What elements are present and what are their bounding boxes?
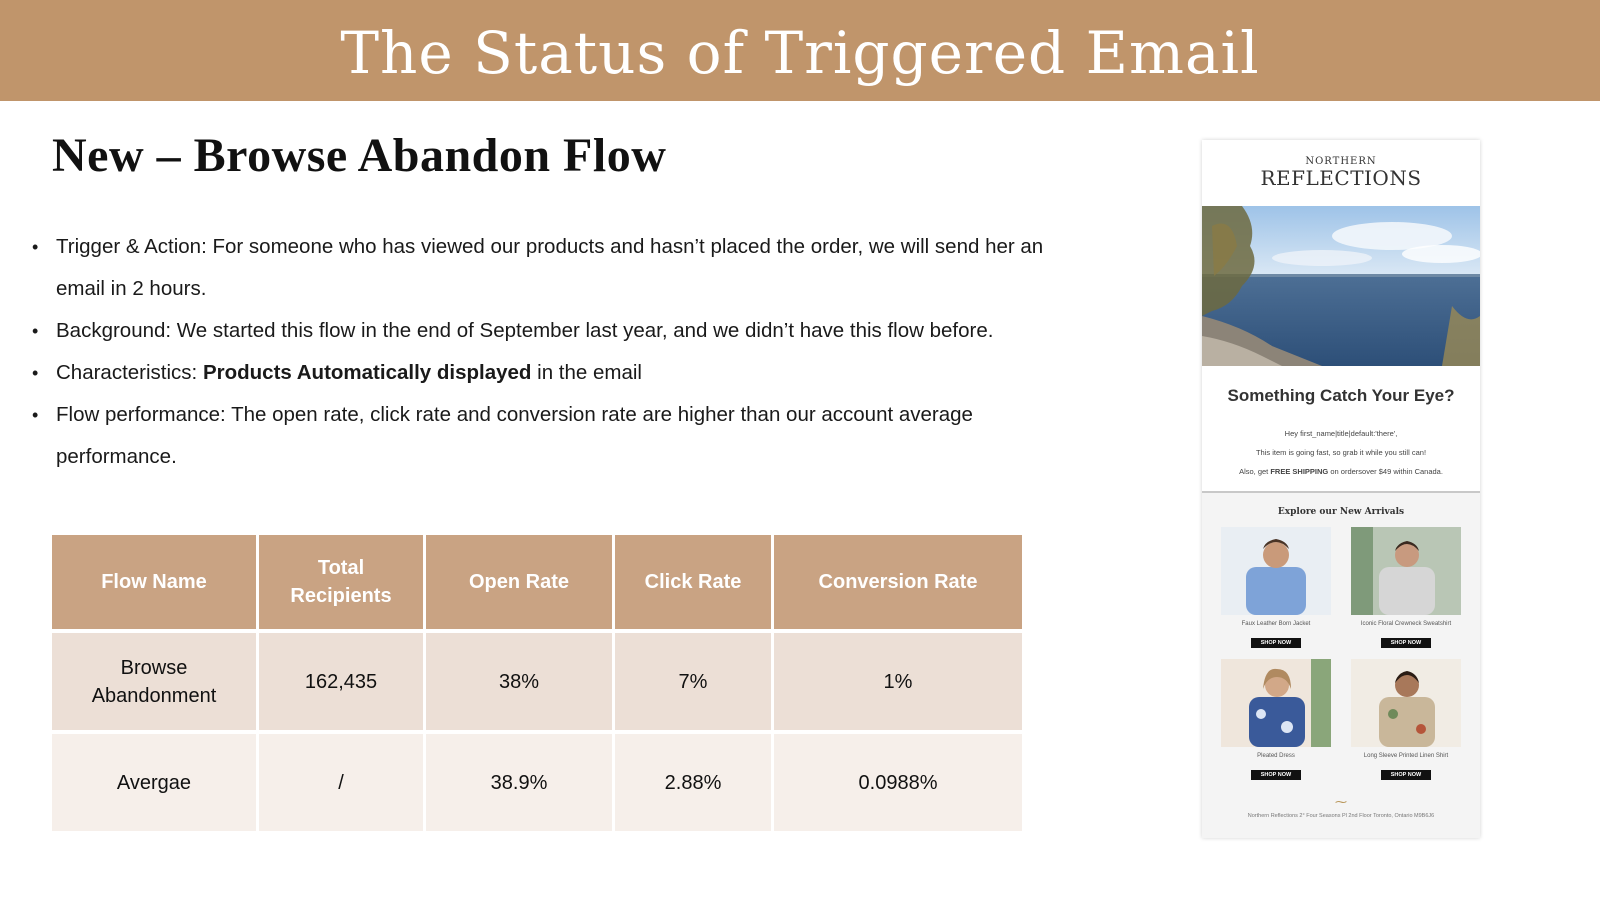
characteristics-suffix: in the email bbox=[531, 361, 642, 384]
shop-now-button[interactable]: SHOP NOW bbox=[1250, 638, 1302, 648]
email-footer: Northern Reflections 2° Four Seasons Pl … bbox=[1247, 813, 1435, 819]
header-conversion-rate: Conversion Rate bbox=[774, 535, 1022, 629]
hero-image bbox=[1202, 206, 1480, 366]
email-divider bbox=[1202, 491, 1480, 493]
brand-small: NORTHERN bbox=[1305, 156, 1377, 167]
line2-bold: FREE SHIPPING bbox=[1270, 467, 1329, 476]
table-row: Browse Abandonment 162,435 38% 7% 1% bbox=[52, 629, 1022, 730]
lake-landscape-image bbox=[1202, 206, 1480, 366]
header-flow-name: Flow Name bbox=[52, 535, 256, 629]
email-headline: Something Catch Your Eye? bbox=[1227, 386, 1455, 405]
performance-table: Flow Name Total Recipients Open Rate Cli… bbox=[49, 535, 1025, 831]
title-banner: The Status of Triggered Email bbox=[0, 0, 1600, 101]
table-row: Avergae / 38.9% 2.88% 0.0988% bbox=[52, 730, 1022, 831]
characteristics-bold: Products Automatically displayed bbox=[202, 361, 532, 384]
header-open-rate: Open Rate bbox=[426, 535, 612, 629]
product-card: Long Sleeve Printed Linen Shirt SHOP NOW bbox=[1351, 659, 1461, 781]
bullet-list: Trigger & Action: For someone who has vi… bbox=[32, 226, 1072, 478]
email-line-2: Also, get FREE SHIPPING on ordersover $4… bbox=[1202, 462, 1480, 481]
line2-suffix: on ordersover $49 within Canada. bbox=[1328, 467, 1443, 476]
product-photo bbox=[1351, 659, 1461, 747]
header-click-rate: Click Rate bbox=[615, 535, 771, 629]
product-photo bbox=[1351, 527, 1461, 615]
shop-now-button[interactable]: SHOP NOW bbox=[1250, 770, 1302, 780]
page-title: The Status of Triggered Email bbox=[340, 18, 1260, 87]
explore-heading: Explore our New Arrivals bbox=[1277, 507, 1405, 517]
email-preview: NORTHERN REFLECTIONS Somet bbox=[1202, 140, 1480, 838]
cell-conversion-rate: 1% bbox=[774, 629, 1022, 730]
cell-click-rate: 7% bbox=[615, 629, 771, 730]
product-name: Faux Leather Born Jacket bbox=[1241, 621, 1311, 627]
product-card: Faux Leather Born Jacket SHOP NOW bbox=[1221, 527, 1331, 649]
cell-conversion-rate: 0.0988% bbox=[774, 730, 1022, 831]
cell-open-rate: 38% bbox=[426, 629, 612, 730]
cell-open-rate: 38.9% bbox=[426, 730, 612, 831]
product-name: Pleated Dress bbox=[1257, 753, 1295, 759]
product-photo bbox=[1221, 659, 1331, 747]
email-line-1: This item is going fast, so grab it whil… bbox=[1255, 448, 1427, 457]
bullet-performance: Flow performance: The open rate, click r… bbox=[32, 394, 1072, 478]
product-card: Pleated Dress SHOP NOW bbox=[1221, 659, 1331, 781]
section-title: New – Browse Abandon Flow bbox=[52, 129, 667, 182]
table-header-row: Flow Name Total Recipients Open Rate Cli… bbox=[52, 535, 1022, 629]
shop-now-button[interactable]: SHOP NOW bbox=[1380, 770, 1432, 780]
new-arrivals-section: Explore our New Arrivals Faux Leather Bo… bbox=[1202, 493, 1480, 838]
product-name: Long Sleeve Printed Linen Shirt bbox=[1363, 753, 1449, 759]
brand-logo: NORTHERN REFLECTIONS bbox=[1202, 140, 1480, 206]
product-name: Iconic Floral Crewneck Sweatshirt bbox=[1360, 621, 1452, 627]
email-greeting: Hey first_name|title|default:'there', bbox=[1284, 429, 1398, 438]
shop-now-button[interactable]: SHOP NOW bbox=[1380, 638, 1432, 648]
loon-logo-icon: ⁓ bbox=[1335, 795, 1347, 809]
line2-prefix: Also, get bbox=[1239, 467, 1271, 476]
bullet-characteristics: Characteristics: Products Automatically … bbox=[32, 352, 1072, 394]
cell-total-recipients: 162,435 bbox=[259, 629, 423, 730]
product-card: Iconic Floral Crewneck Sweatshirt SHOP N… bbox=[1351, 527, 1461, 649]
bullet-trigger: Trigger & Action: For someone who has vi… bbox=[32, 226, 1072, 310]
header-total-recipients: Total Recipients bbox=[259, 535, 423, 629]
bullet-background: Background: We started this flow in the … bbox=[32, 310, 1072, 352]
product-grid: Faux Leather Born Jacket SHOP NOW Iconic… bbox=[1202, 527, 1480, 781]
cell-flow-name: Avergae bbox=[52, 730, 256, 831]
brand-big: REFLECTIONS bbox=[1260, 166, 1422, 190]
product-photo bbox=[1221, 527, 1331, 615]
cell-click-rate: 2.88% bbox=[615, 730, 771, 831]
cell-flow-name: Browse Abandonment bbox=[52, 629, 256, 730]
characteristics-prefix: Characteristics: bbox=[56, 361, 203, 384]
cell-total-recipients: / bbox=[259, 730, 423, 831]
